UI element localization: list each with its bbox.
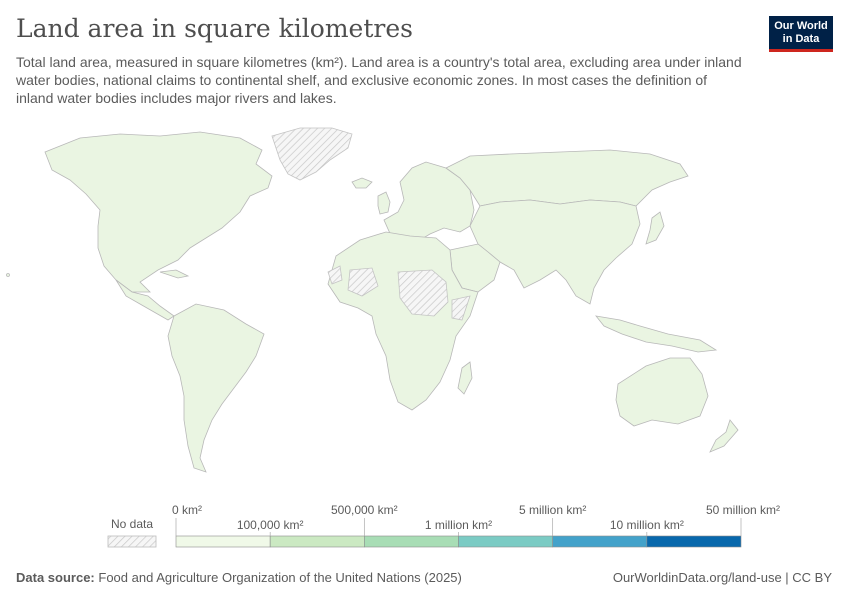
region-caribbean[interactable] xyxy=(159,269,190,279)
map-legend: No data 0 km² 100,000 km² 500,000 km² 1 mil… xyxy=(107,503,780,548)
country-western-sahara[interactable] xyxy=(327,265,343,285)
chart-title: Land area in square kilometres xyxy=(16,14,413,43)
source-text[interactable]: Food and Agriculture Organization of the… xyxy=(98,570,462,585)
legend-bin-label: 50 million km² xyxy=(706,503,780,517)
country-madagascar[interactable] xyxy=(457,361,473,395)
source-prefix: Data source: xyxy=(16,570,95,585)
legend-bin-label: 100,000 km² xyxy=(237,518,304,532)
legend-bin-swatch[interactable] xyxy=(175,535,271,548)
legend-bin-swatch[interactable] xyxy=(269,535,365,548)
footer-url[interactable]: OurWorldinData.org/land-use | CC BY xyxy=(612,570,832,585)
legend-bin-swatch[interactable] xyxy=(646,535,742,548)
logo-line-1: Our World xyxy=(774,20,828,32)
legend-bin-label: 5 million km² xyxy=(519,503,586,517)
legend-bin-label: 0 km² xyxy=(172,503,202,517)
country-russia[interactable] xyxy=(445,149,689,207)
legend-no-data-label: No data xyxy=(111,517,153,531)
country-japan[interactable] xyxy=(645,211,665,245)
chart-subtitle: Total land area, measured in square kilo… xyxy=(16,54,742,106)
owid-logo[interactable]: Our World in Data xyxy=(769,16,833,52)
country-iceland[interactable] xyxy=(351,177,373,189)
country-somalia-no-data[interactable] xyxy=(451,295,471,321)
region-north-america[interactable] xyxy=(44,131,273,293)
legend-no-data-swatch[interactable] xyxy=(107,535,157,548)
region-central-america[interactable] xyxy=(115,279,175,321)
world-map[interactable] xyxy=(0,120,850,490)
legend-bin-label: 1 million km² xyxy=(425,518,492,532)
region-maritime-southeast-asia[interactable] xyxy=(595,315,718,353)
legend-bin-swatch[interactable] xyxy=(458,535,553,548)
country-australia[interactable] xyxy=(615,357,709,427)
island-hawaii[interactable] xyxy=(6,273,10,277)
country-new-zealand[interactable] xyxy=(709,419,739,453)
region-sahel-no-data[interactable] xyxy=(347,267,379,297)
legend-color-bins: 0 km² 100,000 km² 500,000 km² 1 million km²… xyxy=(172,503,780,548)
region-sudan-no-data[interactable] xyxy=(397,269,449,317)
region-asia[interactable] xyxy=(469,199,641,305)
logo-line-2: in Data xyxy=(782,33,820,45)
footer-source: Data source: Food and Agriculture Organi… xyxy=(16,570,462,585)
region-south-america[interactable] xyxy=(167,303,265,473)
legend-bin-label: 500,000 km² xyxy=(331,503,398,517)
country-greenland[interactable] xyxy=(271,127,353,181)
legend-bin-label: 10 million km² xyxy=(610,518,684,532)
legend-bin-swatch[interactable] xyxy=(364,535,459,548)
country-uk[interactable] xyxy=(377,191,391,215)
legend-bin-swatch[interactable] xyxy=(552,535,648,548)
